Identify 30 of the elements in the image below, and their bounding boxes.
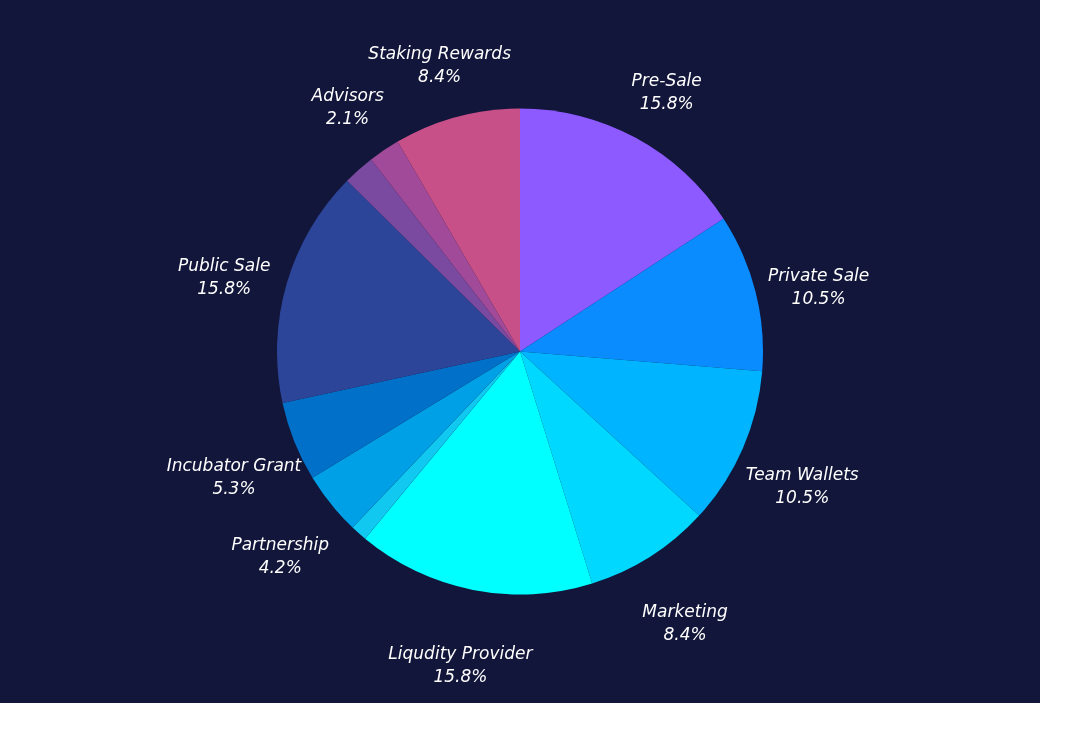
pie-slice bbox=[520, 351, 700, 584]
slice-label: Advisors bbox=[310, 85, 384, 106]
slice-label: Public Sale bbox=[178, 254, 271, 275]
pie-slice bbox=[347, 159, 520, 352]
slice-label: Incubator Grant bbox=[166, 454, 303, 475]
slice-label: Private Sale bbox=[767, 264, 870, 285]
slice-label: Partnership bbox=[231, 533, 330, 554]
data-label: 5.3% bbox=[212, 477, 256, 498]
pie-slice bbox=[352, 351, 520, 539]
pie-slice bbox=[371, 141, 520, 352]
slice-label: Marketing bbox=[642, 600, 728, 621]
slice-label: Staking Rewards bbox=[368, 43, 512, 64]
data-label: 4.2% bbox=[258, 556, 302, 577]
data-label: 8.4% bbox=[418, 66, 462, 87]
pie-slice bbox=[520, 108, 724, 352]
data-label: 2.1% bbox=[326, 108, 370, 129]
slice-label: Team Wallets bbox=[745, 463, 859, 484]
slice-label: Pre-Sale bbox=[631, 69, 702, 90]
pie-slice bbox=[397, 108, 520, 352]
slice-label: Liqudity Provider bbox=[388, 642, 534, 663]
data-label: 10.5% bbox=[775, 486, 830, 507]
data-label: 10.5% bbox=[791, 287, 846, 308]
pie-slice bbox=[365, 351, 593, 595]
pie-slice bbox=[312, 351, 520, 528]
data-label: 8.4% bbox=[663, 623, 707, 644]
pie-slice bbox=[520, 218, 763, 372]
data-label: 15.8% bbox=[433, 665, 488, 686]
data-label: 15.8% bbox=[197, 277, 252, 298]
pie-slice bbox=[277, 180, 520, 404]
data-label: 15.8% bbox=[639, 92, 694, 113]
